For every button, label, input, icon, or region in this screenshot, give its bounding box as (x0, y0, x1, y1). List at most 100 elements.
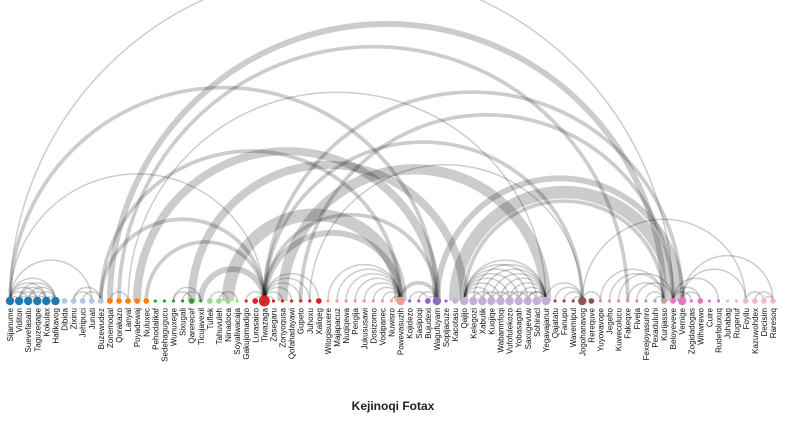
node-ticujavexil (199, 299, 203, 303)
node-sasipoqi (417, 299, 421, 303)
node-kuojiqe (487, 296, 496, 306)
link-arc (181, 291, 202, 302)
node-label: Tahuvuleh (215, 308, 224, 344)
node-hafikavog (51, 296, 60, 306)
node-zonemoqal (107, 298, 113, 304)
node-label: Zasegaru (269, 308, 278, 342)
node-bujudexi (424, 298, 431, 304)
link-arc (81, 291, 102, 302)
node-label: Gakujomadigo (242, 307, 251, 359)
link-arc (462, 199, 666, 302)
node-label: Yegavajanur (542, 308, 551, 353)
node-foyilu (742, 298, 749, 304)
link-arc (345, 273, 402, 302)
node-fanupo (562, 299, 566, 303)
node-label: Saxugevuw (524, 308, 533, 350)
node-taguzeqape (33, 296, 42, 306)
node-label: Xabulik (478, 307, 487, 334)
node-jehipuci (79, 298, 86, 304)
node-label: Fiveja (633, 307, 642, 329)
link-arc (9, 277, 57, 302)
node-sijanume (5, 296, 15, 306)
node-wunuxege (171, 299, 176, 303)
link-arc (98, 217, 267, 302)
node-label: Pexaduluhi (651, 308, 660, 348)
link-arc (636, 282, 674, 302)
node-label: Juhoxu (306, 308, 315, 334)
link-arc (448, 185, 680, 302)
node-vemige (677, 296, 687, 306)
node-label: Viditon (15, 308, 24, 332)
node-label: Kacotasu (451, 308, 460, 341)
node-label: Junati (88, 308, 97, 330)
node-label: Bujudexi (424, 308, 433, 339)
node-yegavajanur (541, 296, 551, 306)
node-suevefasatu (23, 296, 33, 306)
node-label: Wavemipul (569, 308, 578, 347)
node-label: Nuwisro (388, 307, 397, 336)
node-qajijo (459, 296, 469, 306)
node-label: Suevefasatu (24, 308, 33, 352)
node-wabamnfoqi (496, 296, 505, 306)
node-label: Wunuxege (170, 307, 179, 346)
node-label: Kelegozi (469, 308, 478, 339)
node-label: Jehipuci (79, 308, 88, 338)
node-kacotasu (452, 298, 458, 304)
link-arc (354, 277, 402, 302)
link-arc (463, 273, 520, 302)
node-saxugevuw (523, 296, 532, 306)
node-label: Tuflek (206, 307, 215, 329)
link-arc (499, 277, 547, 302)
node-kurijasso (661, 298, 667, 304)
node-label: Sijanume (6, 307, 15, 341)
node-label: Decisim (760, 308, 769, 337)
node-pehodalikaf (153, 299, 157, 303)
link-arc (681, 268, 747, 302)
link-arc (18, 286, 48, 302)
node-label: Rerequve (587, 307, 596, 342)
node-tuflek (206, 298, 213, 304)
link-arc (672, 291, 692, 302)
node-label: Zogidadogas (687, 308, 696, 354)
node-label: Hafikavog (51, 308, 60, 344)
node-soyaliwacaja (235, 299, 239, 303)
link-arc (144, 240, 267, 302)
node-kuwecolucu (616, 299, 621, 303)
node-label: Nuqiqewa (342, 307, 351, 343)
link-arc (8, 85, 439, 302)
node-rugenuf (735, 299, 739, 303)
link-arc (9, 259, 93, 302)
link-arc (263, 273, 320, 302)
link-arc (18, 282, 57, 302)
node-label: Wabamnfoqi (497, 308, 506, 353)
node-label: Dosizomo (369, 307, 378, 343)
link-arc (172, 291, 193, 302)
link-arc (218, 291, 238, 302)
link-arc (209, 291, 229, 302)
node-ninadoca (225, 298, 231, 304)
link-arc (754, 291, 774, 302)
node-junati (88, 298, 95, 304)
node-fexejoyasunro (644, 299, 648, 303)
node-label: Fanupo (560, 307, 569, 335)
link-arc (187, 160, 469, 302)
node-label: Zonemoqal (106, 308, 115, 348)
node-cuire (707, 299, 712, 303)
node-label: Yobasagah (515, 308, 524, 348)
link-arc (27, 286, 57, 302)
link-arc (672, 286, 702, 302)
node-label: Powevasuzih (397, 308, 406, 355)
link-arc (262, 212, 439, 302)
node-label: Jukususawi (360, 308, 369, 350)
link-arc (9, 173, 266, 302)
link-arc (363, 282, 402, 302)
node-label: Buzewudez (97, 308, 106, 349)
node-nuqiqewa (344, 299, 348, 303)
link-arc (745, 291, 765, 302)
link-arc (645, 291, 665, 302)
node-dosizomo (371, 299, 375, 303)
node-sedehagugucu (162, 299, 167, 303)
node-label: Zonyoqusa (279, 307, 288, 347)
link-arc (127, 91, 547, 302)
